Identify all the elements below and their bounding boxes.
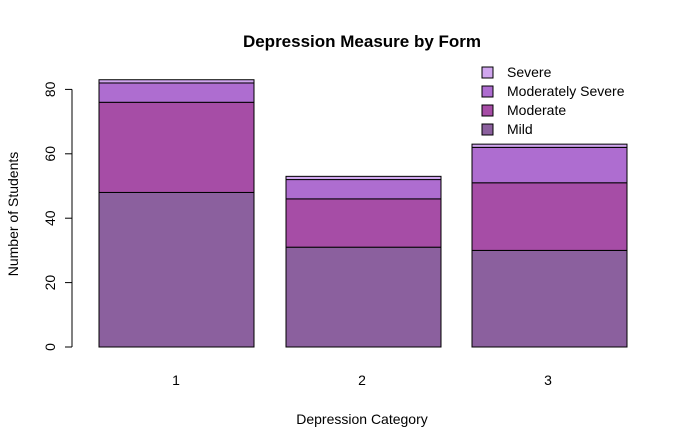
legend-label-mild: Mild — [507, 121, 533, 137]
y-tick-label-20: 20 — [42, 275, 58, 291]
y-tick-label-0: 0 — [42, 343, 58, 351]
y-tick-label-80: 80 — [42, 81, 58, 97]
y-axis: 0 20 40 60 80 — [42, 81, 73, 351]
bar-mild-1 — [98, 191, 255, 348]
x-tick-label-1: 1 — [172, 372, 180, 388]
x-tick-label-2: 2 — [358, 372, 366, 388]
bar-moderately-severe-1 — [98, 82, 255, 103]
bar-moderate-2 — [285, 198, 442, 248]
bar-severe-2 — [285, 175, 442, 181]
y-tick-label-60: 60 — [42, 146, 58, 162]
x-tick-label-3: 3 — [544, 372, 552, 388]
legend-swatch-severe — [481, 66, 494, 79]
bar-moderate-1 — [98, 101, 255, 193]
bar-severe-3 — [471, 143, 628, 148]
y-tick-label-40: 40 — [42, 210, 58, 226]
legend-label-moderate: Moderate — [507, 102, 566, 118]
plot-area — [98, 79, 628, 348]
chart-title: Depression Measure by Form — [243, 32, 481, 51]
bar-moderately-severe-3 — [471, 146, 628, 184]
x-axis: 1 2 3 — [172, 372, 552, 388]
legend-label-severe: Severe — [507, 64, 552, 80]
bar-moderate-3 — [471, 182, 628, 251]
legend-label-moderately-severe: Moderately Severe — [507, 83, 625, 99]
y-axis-label: Number of Students — [5, 152, 21, 277]
legend-swatch-moderate — [481, 104, 494, 117]
bar-severe-1 — [98, 79, 255, 84]
legend-swatch-moderately-severe — [481, 85, 494, 98]
bar-mild-3 — [471, 249, 628, 348]
bar-moderately-severe-2 — [285, 179, 442, 200]
x-axis-label: Depression Category — [296, 411, 428, 427]
bar-mild-2 — [285, 246, 442, 348]
legend: Severe Moderately Severe Moderate Mild — [481, 64, 625, 137]
legend-swatch-mild — [481, 123, 494, 136]
